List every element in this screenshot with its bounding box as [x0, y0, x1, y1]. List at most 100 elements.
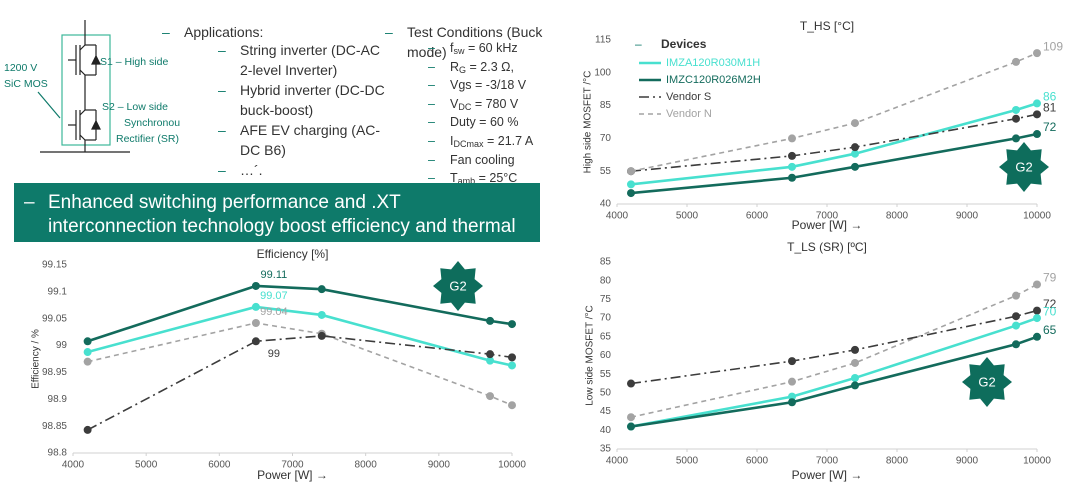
x-axis-label: Power [W] → [792, 218, 863, 232]
x-tick-label: 10000 [498, 460, 526, 471]
app-item: – …´. [218, 160, 388, 180]
data-point [788, 392, 796, 401]
legend-label: IMZC120R026M2H [666, 74, 761, 86]
data-point [1033, 314, 1041, 323]
subscript: amb [457, 176, 476, 187]
bullet: – [428, 78, 435, 93]
data-label: 99.07 [260, 290, 288, 302]
item: AFE EV charging (AC-DC B6) [240, 122, 381, 158]
y-tick-label: 99 [56, 340, 68, 351]
heading: Applications: [184, 24, 264, 40]
data-point [1012, 340, 1020, 349]
x-tick-label: 9000 [956, 211, 979, 222]
data-point [788, 134, 796, 143]
data-point [851, 345, 859, 354]
text: = 780 V [471, 96, 519, 111]
x-tick-label: 9000 [956, 456, 979, 467]
y-tick-label: 85 [600, 100, 612, 111]
y-tick-label: 35 [600, 444, 612, 455]
data-point [83, 357, 92, 366]
y-tick-label: 80 [600, 275, 612, 286]
data-point [627, 379, 635, 388]
legend-label: Vendor S [666, 91, 711, 103]
data-point [627, 189, 635, 198]
app-item: – String inverter (DC-AC 2-level Inverter… [218, 40, 388, 80]
data-point [1033, 49, 1041, 58]
data-label: 86 [1043, 90, 1057, 104]
symbol: f [450, 41, 454, 55]
test-item: – fsw = 60 kHz [428, 39, 578, 58]
data-point [486, 392, 495, 401]
data-point [1012, 105, 1020, 114]
chart-title: T_LS (SR) [ºC] [787, 240, 867, 254]
data-point [251, 302, 260, 311]
data-point [1033, 332, 1041, 341]
y-tick-label: 98.8 [48, 448, 68, 459]
data-point [508, 401, 516, 410]
y-tick-label: 70 [600, 133, 612, 144]
test-item: – IDCmax = 21.7 A [428, 132, 578, 151]
x-tick-label: 7000 [816, 211, 839, 222]
data-point [317, 285, 326, 294]
data-label: 72 [1043, 297, 1057, 311]
y-tick-label: 40 [600, 199, 612, 210]
data-point [1012, 312, 1020, 321]
data-point [1033, 306, 1041, 315]
data-point [851, 373, 859, 382]
data-point [851, 358, 859, 367]
test-list: – fsw = 60 kHz – RG = 2.3 Ω, – Vgs = -3/18 V –… [428, 39, 578, 188]
legend-title: Devices [661, 37, 707, 51]
legend-label: IMZA120R030M1H [666, 57, 760, 69]
y-axis-label: High side MOSFET /°C [583, 71, 594, 174]
data-point [627, 167, 635, 176]
bullet: – [218, 82, 226, 98]
data-point [788, 151, 796, 160]
bullet: – [428, 133, 435, 148]
subscript: DCmax [453, 138, 484, 149]
x-tick-label: 5000 [676, 211, 699, 222]
app-item: – Hybrid inverter (DC-DC buck-boost) [218, 80, 388, 120]
y-tick-label: 75 [600, 294, 612, 305]
y-axis-label: Low side MOSFET /°C [585, 305, 596, 406]
y-tick-label: 100 [594, 67, 611, 78]
chart-title: Efficiency [%] [257, 247, 329, 261]
data-label: 109 [1043, 39, 1063, 53]
data-label: 72 [1043, 120, 1057, 134]
data-point [486, 316, 495, 325]
data-point [1012, 114, 1020, 123]
data-point [1033, 280, 1041, 289]
series-line [630, 113, 1038, 172]
data-point [788, 162, 796, 171]
y-tick-label: 98.85 [42, 421, 67, 432]
bullet: – [218, 162, 226, 178]
y-axis-label: Efficiency / % [31, 329, 42, 389]
badge-text: G2 [449, 278, 466, 293]
data-point [251, 337, 260, 346]
test-item: – Fan cooling [428, 151, 578, 170]
data-point [788, 398, 796, 407]
s2-label: S2 – Low side [102, 101, 168, 113]
subscript: DC [458, 101, 472, 112]
test-item: – Duty = 60 % [428, 113, 578, 132]
banner-text: Enhanced switching performance and .XT i… [48, 192, 516, 261]
data-point [486, 356, 495, 365]
y-tick-label: 98.95 [42, 367, 67, 378]
series-line [87, 322, 513, 406]
y-tick-label: 60 [600, 350, 612, 361]
data-label: 81 [1043, 101, 1057, 115]
data-point [251, 281, 260, 290]
app-item: – AFE EV charging (AC-DC B6) [218, 120, 388, 160]
symbol: V [450, 96, 459, 111]
x-tick-label: 5000 [676, 456, 699, 467]
test-heading: – Test Conditions (Buck mode) [385, 22, 585, 62]
data-point [788, 377, 796, 386]
s1-label: S1 – High side [100, 56, 168, 68]
data-point [851, 381, 859, 390]
y-tick-label: 70 [600, 313, 612, 324]
symbol: T [450, 171, 458, 186]
legend-bullet: – [635, 37, 642, 51]
badge-star [433, 261, 483, 311]
bullet: – [162, 24, 170, 40]
